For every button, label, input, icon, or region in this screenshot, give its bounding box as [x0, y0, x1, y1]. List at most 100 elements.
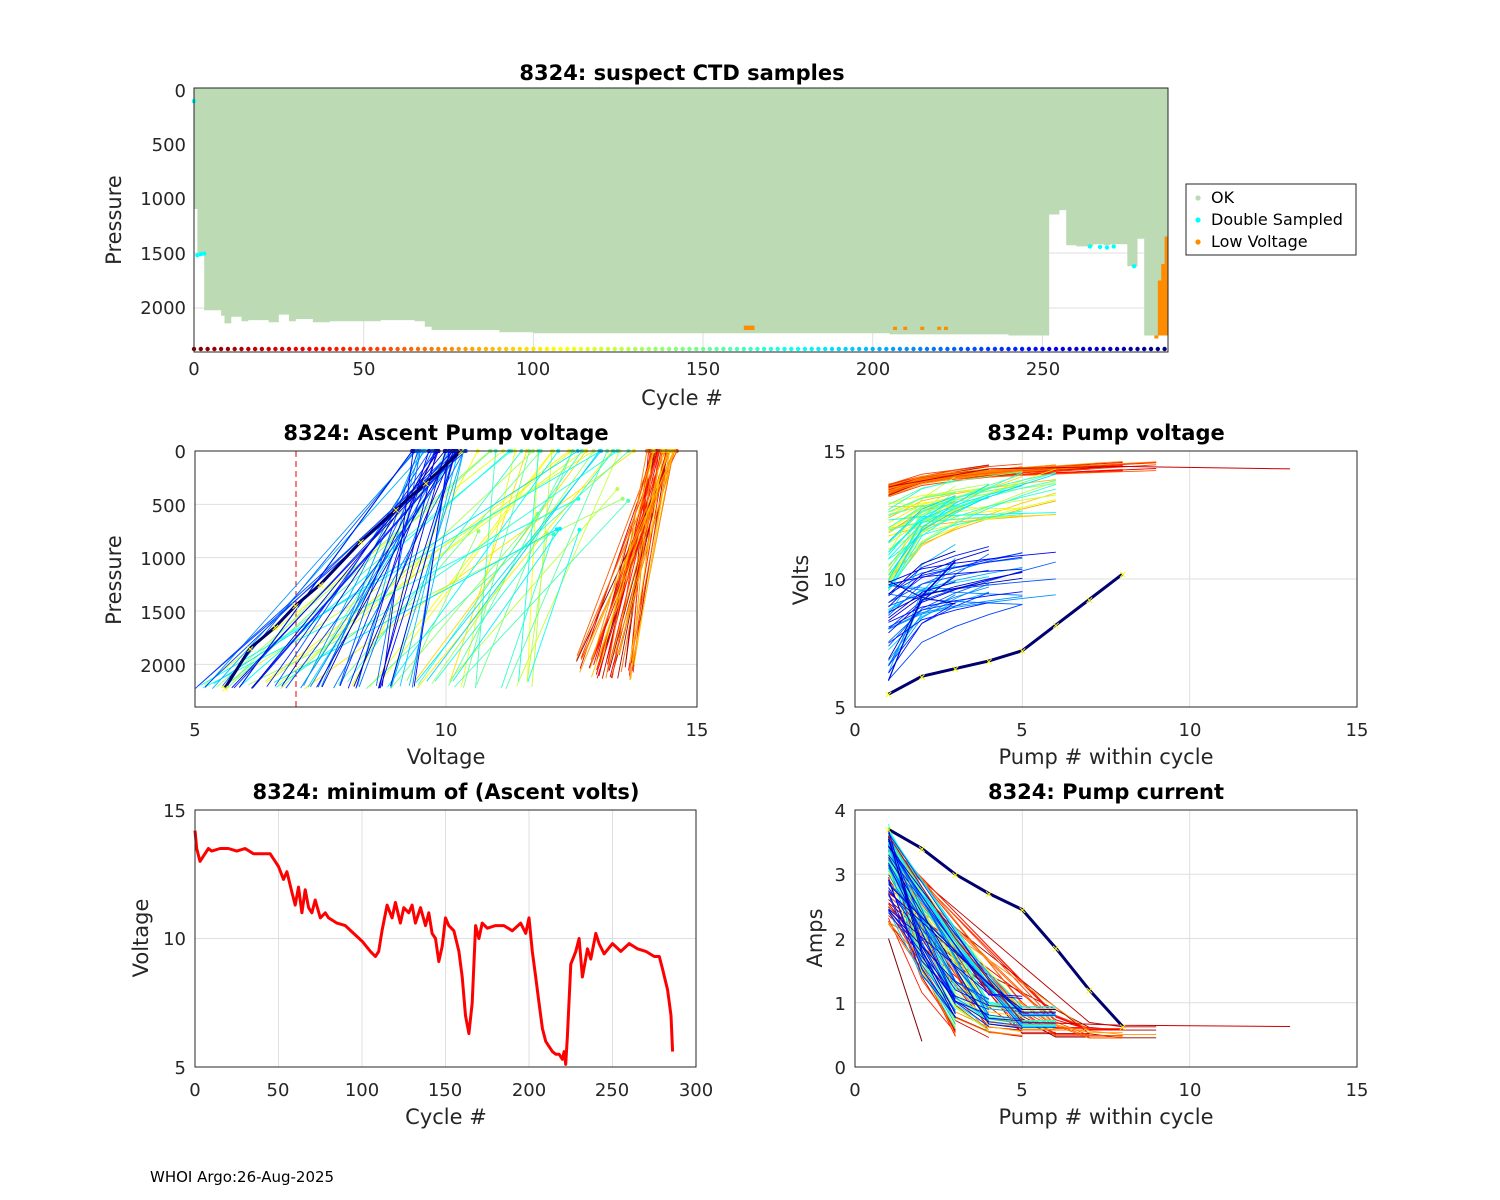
pumpv-line [888, 556, 1023, 594]
pumpc-lowest-marker: × [951, 868, 960, 881]
ascent-profile-line [589, 450, 654, 669]
cycle-marker [653, 346, 658, 352]
pumpc-line [888, 832, 1056, 1017]
ascent-lowest-marker: × [421, 477, 430, 490]
double-sampled-mark [1087, 244, 1093, 249]
pumpc-line [888, 864, 990, 1023]
pumpv-line [888, 561, 956, 681]
pumpv-xlabel: Pump # within cycle [999, 745, 1214, 769]
double-sampled-mark [195, 253, 200, 258]
cycle-marker [1148, 346, 1154, 352]
ascent-profile-line [633, 450, 671, 665]
ctd-y-ticks: 0 500 1000 1500 2000 [140, 81, 186, 319]
ascent-profile-line [358, 450, 448, 688]
pumpv-xtick: 10 [1179, 720, 1202, 741]
pumpv-line [888, 567, 1023, 612]
pumpv-line [888, 551, 1056, 583]
ascent-profile-point [476, 529, 481, 534]
cycle-marker [748, 346, 753, 352]
cycle-marker [266, 346, 271, 352]
cycle-marker [721, 346, 726, 352]
pumpv-line [888, 468, 989, 487]
pumpv-lowest-marker: × [984, 655, 993, 668]
pumpc-line [888, 836, 1090, 1031]
cycle-marker [544, 346, 550, 352]
minv-xtick: 250 [595, 1080, 629, 1101]
cycle-marker [1135, 346, 1140, 352]
ascent-profile-line [452, 528, 561, 682]
minv-ytick: 5 [175, 1058, 186, 1079]
pumpc-ytick: 2 [835, 930, 846, 951]
pumpc-line [888, 854, 1056, 1029]
cycle-marker [972, 346, 977, 352]
ascent-profile-line [369, 450, 553, 688]
ascent-profile-line [593, 450, 659, 666]
ascent-profile-line [265, 450, 585, 684]
low-voltage-mark [903, 326, 908, 330]
cycle-marker [924, 346, 930, 352]
cycle-marker [1026, 346, 1032, 352]
ascent-profile-line [353, 450, 454, 687]
ascent-ylabel: Pressure [102, 535, 126, 625]
ctd-ok-area [194, 88, 1168, 336]
pumpv-line [888, 484, 990, 589]
cycle-marker [259, 346, 265, 352]
pumpv-lowest-marker: × [1051, 619, 1060, 632]
ascent-lowest-marker: × [391, 504, 400, 517]
cycle-marker [870, 346, 875, 352]
cycle-marker [218, 346, 224, 352]
ascent-profile-line [213, 450, 579, 685]
cycle-marker [531, 346, 536, 352]
pumpv-line [888, 492, 956, 513]
cycle-marker [904, 346, 909, 352]
cycle-marker [456, 346, 461, 352]
cycle-marker [877, 346, 882, 352]
minv-ytick: 10 [163, 929, 186, 950]
pumpc-line [888, 840, 990, 1027]
cycle-marker [1019, 346, 1025, 352]
pumpc-lowest-marker: × [884, 823, 893, 836]
low-voltage-mark [1154, 335, 1159, 339]
pumpv-line [888, 602, 956, 674]
ascent-profile-line [281, 450, 439, 687]
cycle-marker [341, 346, 346, 352]
pumpc-line [888, 894, 956, 1018]
pumpc-xtick: 10 [1179, 1080, 1202, 1101]
minv-xtick: 50 [267, 1080, 290, 1101]
pumpv-axes-box [854, 450, 1358, 708]
cycle-marker [320, 346, 326, 352]
pumpc-line [888, 938, 923, 1042]
pumpv-line [888, 463, 1023, 486]
cycle-marker [761, 346, 767, 352]
cycle-marker [999, 346, 1004, 352]
cycle-marker [958, 346, 964, 352]
cycle-marker [1094, 346, 1099, 352]
ascent-profile-line [630, 450, 671, 662]
pumpc-lowest-marker: × [1018, 904, 1027, 917]
ascent-profile-line [617, 450, 675, 655]
ascent-lowest-marker: × [316, 578, 325, 591]
cycle-marker [918, 346, 923, 352]
cycle-marker [286, 346, 292, 352]
cycle-marker [694, 346, 699, 352]
ctd-ytick: 2000 [140, 298, 186, 319]
pumpv-line [888, 484, 1023, 529]
cycle-marker [470, 346, 475, 352]
pumpc-lowest-marker: × [1118, 1021, 1127, 1034]
cycle-marker [979, 346, 984, 352]
ascent-profile-line [454, 500, 629, 688]
pumpv-line [888, 470, 1023, 497]
pumpc-title: 8324: Pump current [988, 780, 1224, 804]
ctd-ytick: 1500 [140, 244, 186, 265]
ascent-profile-point [626, 498, 631, 503]
cycle-marker [252, 346, 258, 352]
pumpc-line [888, 845, 1056, 1016]
legend-double-label: Double Sampled [1211, 210, 1343, 229]
cycle-marker [680, 346, 685, 352]
pumpv-ylabel: Volts [789, 555, 813, 606]
pumpv-line [888, 581, 956, 619]
pumpc-xlabel: Pump # within cycle [999, 1105, 1214, 1129]
cycle-marker [497, 346, 502, 352]
cycle-marker [198, 346, 203, 352]
ascent-lowest-marker: × [291, 600, 300, 613]
